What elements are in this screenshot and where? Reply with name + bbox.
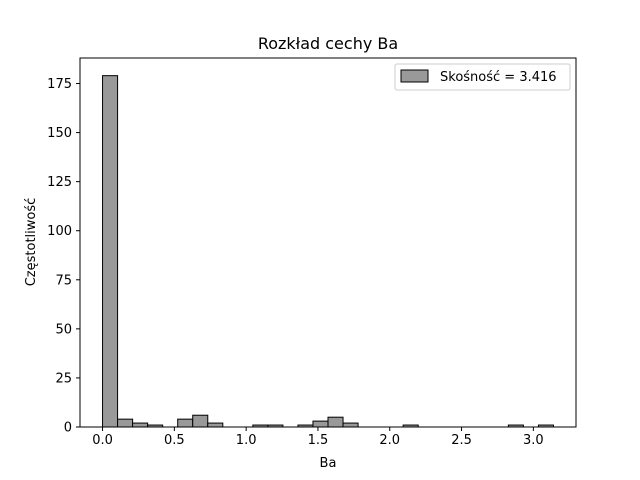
y-tick-label: 25	[55, 371, 72, 386]
histogram-bar-15	[327, 416, 344, 428]
y-tick-label: 75	[55, 273, 72, 288]
x-tick-label: 0.5	[164, 433, 185, 448]
y-tick-label: 175	[47, 77, 72, 92]
plot-frame	[79, 57, 577, 428]
histogram-bar-14	[312, 420, 329, 428]
chart-title: Rozkład cechy Ba	[258, 34, 398, 53]
x-tick-label: 1.0	[236, 433, 257, 448]
histogram-bar-2	[132, 422, 149, 428]
y-axis-ticks: 0 25 50 75 100 125 150 175	[47, 77, 80, 436]
legend: Skośność = 3.416	[394, 63, 571, 91]
histogram-bar-0	[102, 75, 119, 428]
legend-swatch	[400, 69, 429, 83]
legend-label: Skośność = 3.416	[440, 70, 557, 85]
y-tick-label: 50	[55, 322, 72, 337]
x-tick-label: 3.0	[523, 433, 544, 448]
histogram-bar-6	[192, 414, 209, 428]
x-axis-label: Ba	[320, 456, 337, 471]
x-axis-ticks: 0.0 0.5 1.0 1.5 2.0 2.5 3.0	[92, 427, 544, 448]
histogram-bar-1	[117, 418, 134, 428]
y-tick-label: 125	[47, 175, 72, 190]
x-tick-label: 1.5	[308, 433, 329, 448]
legend-frame	[394, 63, 571, 91]
histogram-bar-7	[207, 422, 224, 428]
y-tick-label: 150	[47, 126, 72, 141]
bars-group	[102, 75, 554, 428]
y-axis-label: Częstotliwość	[24, 198, 39, 287]
x-tick-label: 2.5	[451, 433, 472, 448]
x-tick-label: 0.0	[92, 433, 113, 448]
y-tick-label: 100	[47, 224, 72, 239]
histogram-bar-16	[342, 422, 359, 428]
x-tick-label: 2.0	[379, 433, 400, 448]
histogram-bar-5	[177, 418, 194, 428]
y-tick-label: 0	[64, 421, 72, 436]
